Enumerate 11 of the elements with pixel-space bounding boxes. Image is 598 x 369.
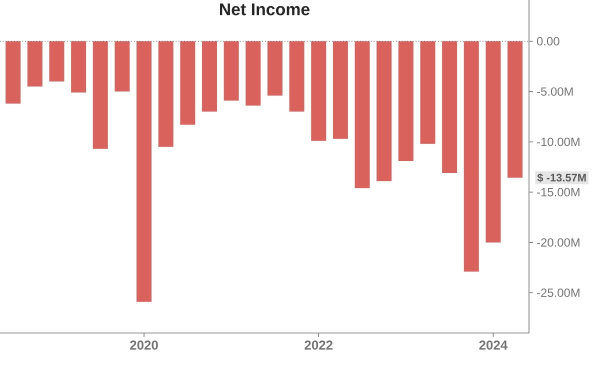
y-tick-label: -25.00M <box>537 288 580 297</box>
y-tick-label: -5.00M <box>537 87 573 96</box>
y-tick-label: -20.00M <box>537 238 580 247</box>
x-tick-label: 2022 <box>304 340 333 350</box>
chart-title: Net Income <box>220 4 310 16</box>
x-tick-label: 2020 <box>130 340 158 350</box>
y-tick-label: -15.00M <box>537 188 580 196</box>
text: $ -13.57M <box>537 173 586 182</box>
y-tick-label: -10.00M <box>537 138 580 146</box>
y-tick-label: 0.00 <box>536 37 560 46</box>
x-tick-label: 2024 <box>479 340 508 350</box>
